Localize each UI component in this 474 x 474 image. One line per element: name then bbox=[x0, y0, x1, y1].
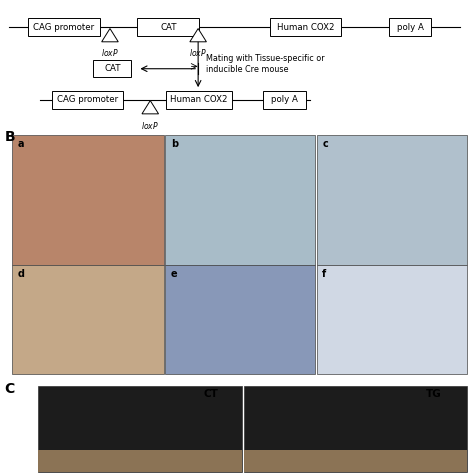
Bar bbox=[389, 18, 431, 36]
Text: CT: CT bbox=[204, 389, 219, 399]
Bar bbox=[38, 450, 242, 472]
Text: CAG promoter: CAG promoter bbox=[57, 95, 118, 104]
Text: CAT: CAT bbox=[104, 64, 120, 73]
Text: $loxP$: $loxP$ bbox=[189, 47, 207, 58]
Text: b: b bbox=[171, 139, 178, 149]
Polygon shape bbox=[190, 28, 206, 42]
Text: TG: TG bbox=[426, 389, 441, 399]
Text: B: B bbox=[5, 130, 15, 145]
Text: $loxP$: $loxP$ bbox=[141, 119, 159, 130]
Bar bbox=[317, 265, 467, 374]
Text: CAG promoter: CAG promoter bbox=[34, 23, 94, 32]
Text: c: c bbox=[322, 139, 328, 149]
Bar bbox=[166, 91, 232, 109]
Bar bbox=[263, 91, 306, 109]
Text: C: C bbox=[5, 382, 15, 396]
Bar bbox=[137, 18, 199, 36]
Text: $loxP$: $loxP$ bbox=[101, 47, 119, 58]
Text: Mating with Tissue-specific or
inducible Cre mouse: Mating with Tissue-specific or inducible… bbox=[206, 55, 325, 73]
Text: poly A: poly A bbox=[271, 95, 298, 104]
Text: a: a bbox=[18, 139, 24, 149]
Bar bbox=[244, 450, 467, 472]
Bar bbox=[270, 18, 341, 36]
Bar bbox=[28, 18, 100, 36]
Polygon shape bbox=[102, 28, 118, 42]
Bar bbox=[93, 60, 131, 77]
Bar bbox=[12, 135, 164, 265]
Bar bbox=[12, 265, 164, 374]
Bar bbox=[52, 91, 123, 109]
Text: e: e bbox=[171, 269, 177, 279]
Text: Human COX2: Human COX2 bbox=[170, 95, 228, 104]
Bar bbox=[38, 386, 242, 472]
Text: d: d bbox=[18, 269, 25, 279]
Text: f: f bbox=[322, 269, 327, 279]
Polygon shape bbox=[142, 100, 158, 114]
Bar bbox=[244, 386, 467, 472]
Bar bbox=[317, 135, 467, 265]
Text: poly A: poly A bbox=[397, 23, 423, 32]
Text: CAT: CAT bbox=[160, 23, 176, 32]
Bar bbox=[165, 265, 315, 374]
Text: Human COX2: Human COX2 bbox=[277, 23, 335, 32]
Bar bbox=[165, 135, 315, 265]
